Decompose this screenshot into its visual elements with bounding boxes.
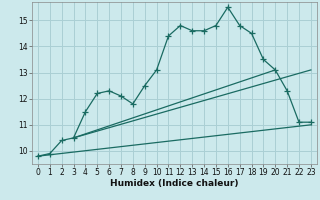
X-axis label: Humidex (Indice chaleur): Humidex (Indice chaleur): [110, 179, 239, 188]
